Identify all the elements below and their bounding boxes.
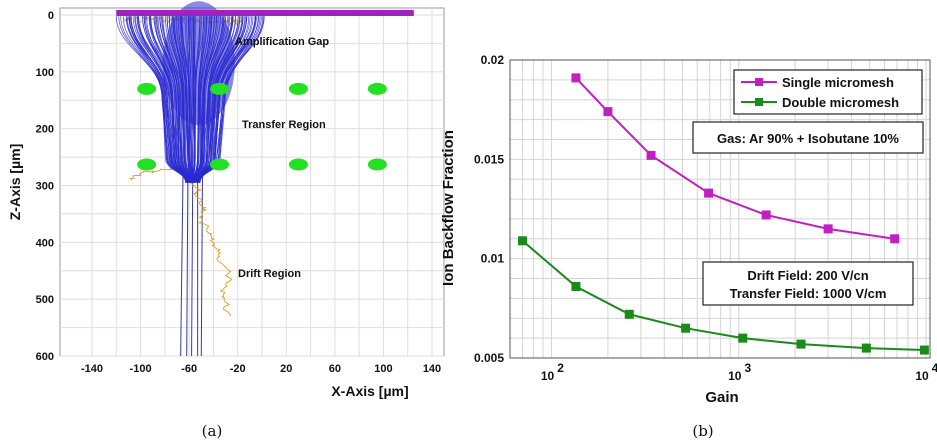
data-point [571, 281, 581, 291]
data-point [796, 339, 806, 349]
panel-a-plot-area [59, 7, 445, 357]
data-point [624, 309, 634, 319]
y-tick-label: 200 [36, 124, 54, 136]
panel-a-caption: (a) [202, 422, 223, 440]
x-tick-label: -100 [130, 363, 152, 375]
wire-cross-section [367, 82, 387, 95]
y-tick-label: 500 [36, 294, 54, 306]
x-tick-label: -20 [230, 363, 246, 375]
ion-track [142, 16, 147, 20]
x-tick-label: -140 [81, 363, 103, 375]
wire-cross-section [137, 158, 157, 171]
x-tick-label: 100 [374, 363, 392, 375]
region-label-amplification-gap: Amplification Gap [235, 36, 329, 48]
gas-annotation: Gas: Ar 90% + Isobutane 10% [717, 131, 899, 146]
x-tick-label: 10 [728, 369, 742, 383]
data-point [704, 188, 714, 198]
data-point [681, 323, 691, 333]
panel-a: -140 -100 -60 -20 20 60 100 140 0 100 200 300 400 500… [7, 1, 445, 440]
data-point [919, 345, 929, 355]
ion-track [158, 17, 160, 21]
data-point [890, 234, 900, 244]
y-tick-label: 0.015 [474, 152, 504, 166]
drift-electron-tracks [180, 168, 203, 357]
y-tick-label: 0.01 [481, 252, 505, 266]
y-tick-label: 300 [36, 181, 54, 193]
data-point [823, 224, 833, 234]
series-line-double-micromesh [521, 240, 925, 352]
panel-b-plot-area [509, 59, 931, 359]
electron-track [125, 16, 187, 183]
x-tick-label: 10 [541, 369, 555, 383]
micromesh-bar [116, 10, 414, 16]
wire-cross-section [137, 82, 157, 95]
legend: Single micromesh Double micromesh [733, 69, 923, 115]
data-point [738, 333, 748, 343]
panel-a-y-axis-label: Z-Axis [µm] [7, 144, 23, 221]
panel-a-x-axis-label: X-Axis [µm] [331, 383, 408, 399]
data-point [603, 107, 613, 117]
wire-cross-section [288, 158, 308, 171]
gas-annotation-box [692, 121, 924, 154]
x-tick-label: 60 [329, 363, 341, 375]
ion-track [152, 20, 157, 25]
drift-track [200, 168, 203, 357]
data-point [571, 73, 581, 83]
wire-cross-section [210, 82, 229, 95]
x-tick-label: 10 [915, 369, 929, 383]
transfer-field-annotation: Transfer Field: 1000 V/cm [730, 286, 887, 301]
region-label-drift-region: Drift Region [238, 268, 301, 280]
wire-cross-section [288, 82, 308, 95]
legend-label-double-micromesh: Double micromesh [782, 95, 899, 110]
panel-b-y-axis-label: Ion Backflow Fraction [440, 130, 457, 286]
drift-track [191, 168, 194, 357]
data-point [861, 343, 871, 353]
data-point [518, 236, 528, 246]
y-tick-label: 0.02 [481, 53, 505, 67]
y-tick-label: 0 [48, 10, 54, 22]
legend-box [733, 69, 923, 115]
panel-b-series [518, 73, 929, 355]
y-tick-label: 400 [36, 237, 54, 249]
ion-track [151, 18, 155, 21]
field-annotation-box [702, 261, 914, 306]
wire-cross-section [367, 158, 387, 171]
legend-label-single-micromesh: Single micromesh [782, 75, 894, 90]
panel-b-x-axis-label: Gain [705, 389, 738, 406]
x-tick-label: 20 [280, 363, 292, 375]
x-tick-exponent: 3 [744, 361, 751, 375]
ion-track [189, 173, 233, 317]
drift-track [180, 168, 184, 357]
data-point [646, 150, 656, 160]
region-label-transfer-region: Transfer Region [242, 119, 326, 131]
legend-marker-single-micromesh [755, 78, 763, 86]
electron-track [129, 16, 187, 183]
x-tick-exponent: 2 [557, 361, 564, 375]
x-tick-label: -60 [181, 363, 197, 375]
mesh-wires [137, 82, 387, 171]
avalanche-core [162, 1, 235, 126]
drift-field-annotation: Drift Field: 200 V/cn [747, 268, 868, 283]
x-tick-label: 140 [423, 363, 441, 375]
y-tick-label: 0.005 [474, 351, 504, 365]
electron-tracks [115, 1, 265, 183]
y-tick-label: 600 [36, 351, 54, 363]
panel-a-ticks: -140 -100 -60 -20 20 60 100 140 0 100 200 300 400 500… [36, 10, 442, 375]
drift-track [186, 168, 189, 357]
panel-b-caption: (b) [692, 422, 713, 440]
legend-marker-double-micromesh [755, 98, 763, 106]
wire-cross-section [210, 158, 229, 171]
x-tick-exponent: 4 [932, 361, 937, 375]
y-tick-label: 100 [36, 67, 54, 79]
data-point [761, 210, 771, 220]
